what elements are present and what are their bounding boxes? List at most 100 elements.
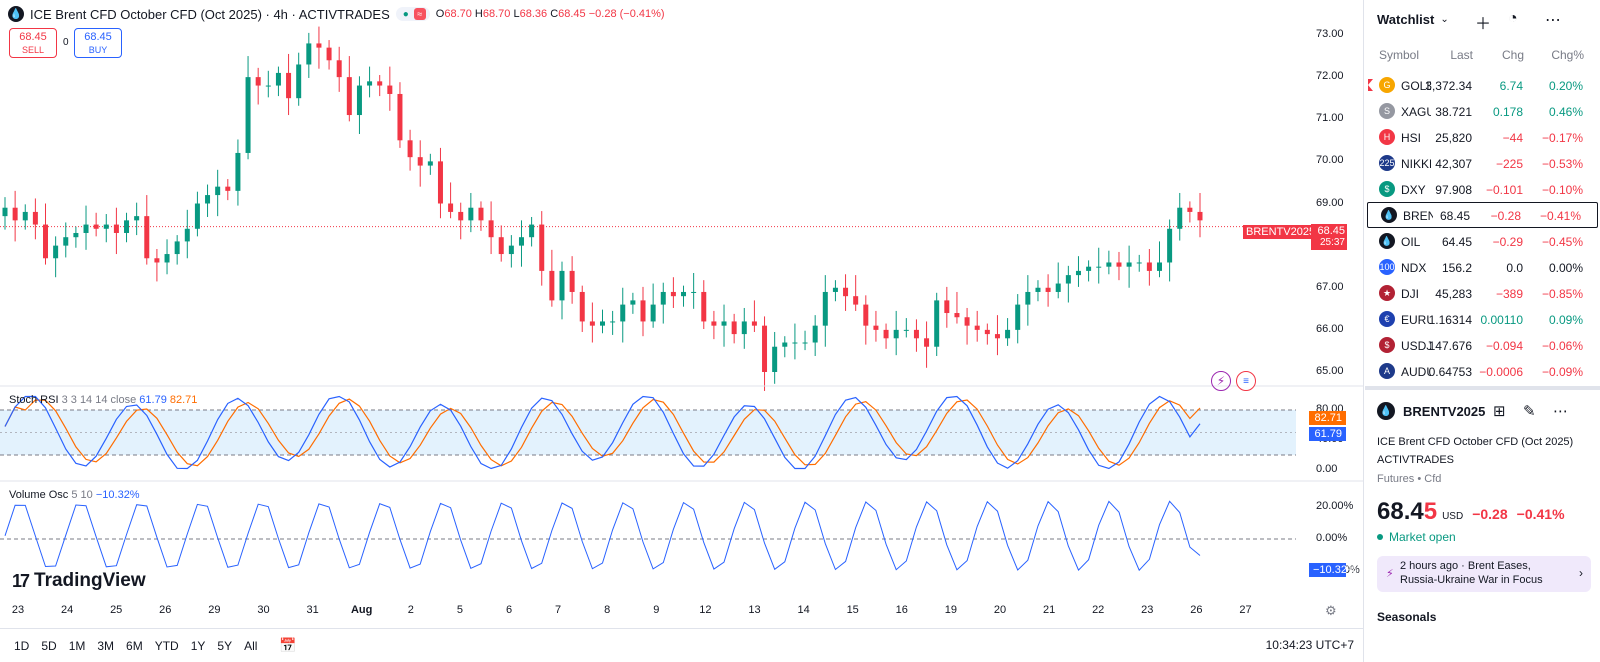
range-button-ytd[interactable]: YTD [154,638,179,653]
candle-body [1126,262,1132,267]
candle-body [670,291,676,297]
range-button-5d[interactable]: 5D [41,638,57,653]
news-card[interactable]: ⚡ 2 hours ago · Brent Eases, Russia-Ukra… [1377,556,1591,592]
time-axis-label: 26 [1190,604,1203,616]
nasdaq-icon: 100 [1379,259,1395,275]
seasonals-title[interactable]: Seasonals [1377,610,1437,624]
range-button-3m[interactable]: 3M [97,638,115,653]
range-button-5y[interactable]: 5Y [217,638,233,653]
watchlist-row[interactable]: S XAGUSD 38.721 0.178 0.46% [1365,98,1600,124]
more-options-icon[interactable]: ⋯ [1553,403,1568,420]
buy-button[interactable]: 68.45 BUY [74,28,122,58]
range-button-1m[interactable]: 1M [68,638,86,653]
candle-body [924,338,930,347]
range-button-1d[interactable]: 1D [14,638,30,653]
chart-title[interactable]: ICE Brent CFD October CFD (Oct 2025) · 4… [30,6,390,22]
watchlist-symbol: BRENTV2025 [1403,209,1433,223]
watchlist-change: −0.29 [1492,235,1523,249]
candle-body [1156,262,1162,271]
watchlist-change-pct: −0.45% [1541,235,1583,249]
details-symbol[interactable]: BRENTV2025 [1403,403,1486,419]
watchlist-title[interactable]: Watchlist [1377,12,1435,27]
watchlist-last: 1.16314 [1428,313,1472,327]
watchlist-row[interactable]: G GOLD 3,372.34 6.74 0.20% [1365,72,1600,98]
watchlist-row[interactable]: 225 NIKKEI 42,307 −225 −0.53% [1365,150,1600,176]
candle-body [600,321,605,326]
stoch-k-value: 61.79 [139,394,167,406]
chart-canvas[interactable] [0,0,1364,662]
range-button-all[interactable]: All [244,638,258,653]
grid-view-icon[interactable]: ⊞ [1493,403,1506,420]
watchlist-row[interactable]: € EURUSD1.16314 0.00110 0.09% [1365,306,1600,332]
watchlist-row[interactable]: H HSI 25,820 −44 −0.17% [1365,124,1600,150]
date-range-calendar-icon[interactable]: 📅 [279,637,297,653]
candle-body [32,211,38,225]
red-flag-icon[interactable] [1368,79,1373,91]
range-buttons: 1D 5D 1M 3M 6M YTD 1Y 5Y All [8,635,263,657]
candle-body [984,329,990,335]
candle-body [741,321,747,335]
more-options-icon[interactable]: ⋯ [1545,12,1561,29]
watchlist-change-pct: −0.10% [1541,183,1583,197]
clock[interactable]: 10:34:23 UTC+7 [1265,638,1354,652]
watchlist-row[interactable]: 💧 OIL 64.45 −0.29 −0.45% [1365,228,1600,254]
candle-body [1136,262,1142,264]
chevron-down-icon[interactable]: ⌄ [1440,14,1449,25]
lightning-event-icon[interactable]: ⚡ [1211,371,1231,391]
candle-body [863,304,869,326]
candle-body [762,325,768,372]
sell-button[interactable]: 68.45 SELL [9,28,57,58]
col-chg[interactable]: Chg [1501,48,1524,62]
chart-settings-icon[interactable]: ⚙ [1325,603,1337,618]
watchlist-row[interactable]: ★ DJI 45,283 −389 −0.85% [1365,280,1600,306]
volume-osc-legend[interactable]: Volume Osc 5 10 −10.32% [9,489,140,501]
candle-body [1197,211,1203,221]
candle-body [994,334,1000,339]
watchlist-row[interactable]: 💧 BRENTV2025 68.45 −0.28 −0.41% [1367,202,1598,228]
col-last[interactable]: Last [1450,48,1473,62]
watchlist-row[interactable]: 100 NDX 156.2 0.0 0.00% [1365,254,1600,280]
watchlist-symbol: AUDUSD [1401,365,1431,379]
stoch-rsi-legend[interactable]: Stoch RSI 3 3 14 14 close 61.79 82.71 [9,394,197,406]
watchlist-last: 25,820 [1435,131,1472,145]
watchlist-last: 64.45 [1441,235,1472,249]
col-symbol[interactable]: Symbol [1379,48,1420,62]
watchlist-change-pct: −0.09% [1541,365,1583,379]
legend-status-pill[interactable]: ● ≈ [395,7,430,21]
candle-body [1015,304,1021,330]
us-flag-event-icon[interactable]: ≡ [1236,371,1256,391]
chart-pane[interactable]: 💧 ICE Brent CFD October CFD (Oct 2025) ·… [0,0,1364,662]
col-chgp[interactable]: Chg% [1551,48,1584,62]
candle-body [93,224,99,229]
candle-body [387,85,393,94]
watchlist-row[interactable]: $ USDJPY147.676 −0.094 −0.06% [1365,332,1600,358]
candle-body [367,81,373,86]
delay-flag-icon: ≈ [413,8,426,20]
time-axis-label: 16 [895,604,908,616]
advanced-view-icon[interactable]: ◔ [1508,10,1518,27]
price-axis-label: 70.00 [1316,154,1344,167]
candle-body [488,220,494,238]
au-flag-icon: A [1379,363,1395,379]
candle-body [1025,291,1031,305]
tradingview-logo[interactable]: 17 TradingView [12,570,146,592]
watchlist-change-pct: −0.06% [1541,339,1583,353]
watchlist-header: Watchlist ⌄ ＋ ◔ ⋯ [1377,10,1592,33]
watchlist-row[interactable]: A AUDUSD0.64753 −0.0006 −0.09% [1365,358,1600,384]
tradingview-wordmark: TradingView [34,570,146,591]
market-open-dot-icon [1377,534,1383,540]
watchlist-change-pct: −0.85% [1541,287,1583,301]
range-button-1y[interactable]: 1Y [190,638,206,653]
price-axis-label: 73.00 [1316,28,1344,40]
range-button-6m[interactable]: 6M [126,638,143,653]
price-change-pct: −0.41% [1516,506,1565,522]
watchlist-row[interactable]: $ DXY 97.908 −0.101 −0.10% [1365,176,1600,202]
details-name[interactable]: ICE Brent CFD October CFD (Oct 2025) [1377,436,1574,448]
volume-osc-axis-label: 0.00% [1316,532,1348,544]
edit-note-icon[interactable]: ✎ [1523,403,1536,420]
oil-icon: 💧 [1379,233,1395,249]
watchlist-last: 68.45 [1439,209,1470,223]
add-symbol-icon[interactable]: ＋ [1475,16,1492,33]
nikkei-icon: 225 [1379,155,1395,171]
candle-body [1065,275,1071,284]
